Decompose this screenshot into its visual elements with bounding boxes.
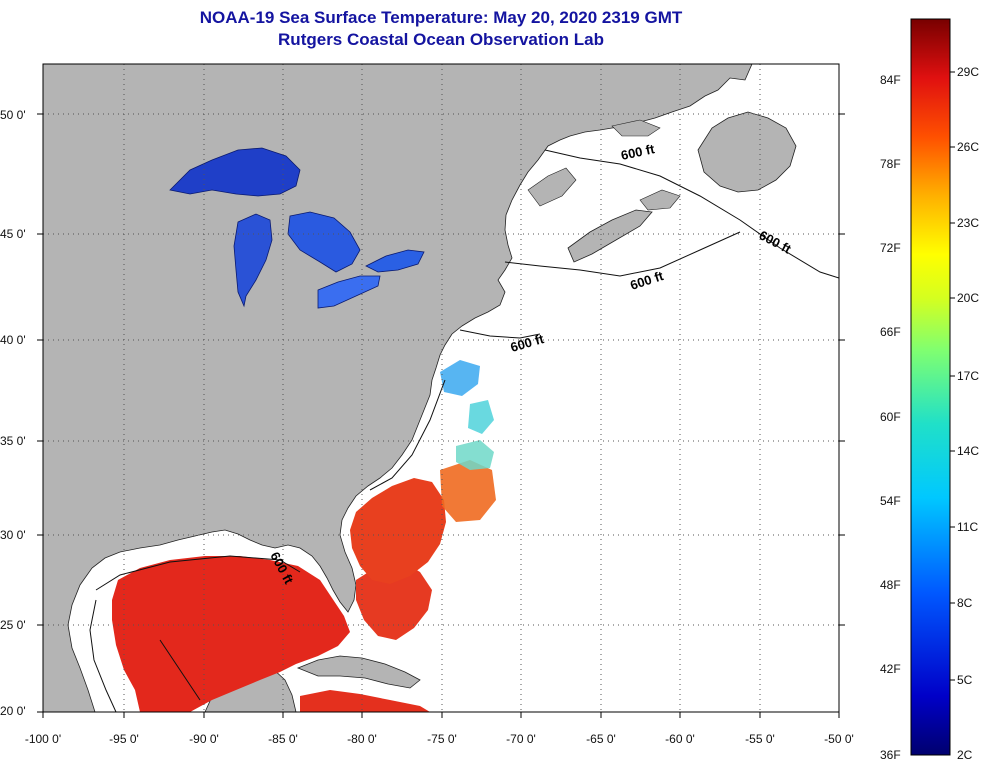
graticule bbox=[43, 64, 839, 712]
lat-label-50: 50 0' bbox=[0, 108, 26, 122]
lat-label-30: 30 0' bbox=[0, 528, 26, 542]
anticosti-land bbox=[611, 119, 661, 137]
north-america-land bbox=[43, 64, 753, 712]
colorbar bbox=[910, 18, 951, 756]
quebec-shore-land bbox=[527, 167, 577, 207]
colorbar-c-label-5: 5C bbox=[957, 673, 973, 687]
offshore-sst-cool bbox=[456, 440, 494, 470]
colorbar-f-label-84: 84F bbox=[880, 73, 901, 87]
colorbar-f-label-42: 42F bbox=[880, 662, 901, 676]
lon-label-100: -100 0' bbox=[24, 732, 62, 746]
lon-label-85: -85 0' bbox=[268, 732, 298, 746]
gulf-of-mexico-sst bbox=[112, 556, 350, 712]
colorbar-f-label-66: 66F bbox=[880, 325, 901, 339]
colorbar-f-label-72: 72F bbox=[880, 241, 901, 255]
colorbar-c-label-29: 29C bbox=[957, 65, 980, 79]
cuba-land bbox=[296, 655, 421, 689]
colorbar-ticks bbox=[950, 71, 955, 681]
isobath-contours bbox=[89, 149, 839, 712]
lon-label-80: -80 0' bbox=[347, 732, 377, 746]
colorbar-c-label-17: 17C bbox=[957, 369, 980, 383]
axis-ticks bbox=[37, 113, 845, 718]
lon-label-50: -50 0' bbox=[824, 732, 854, 746]
great-lakes bbox=[169, 147, 425, 309]
lon-label-95: -95 0' bbox=[109, 732, 139, 746]
nova-scotia-land bbox=[567, 209, 653, 263]
lon-label-90: -90 0' bbox=[189, 732, 219, 746]
isobath-label-1: 600 ft bbox=[620, 141, 657, 163]
lon-label-75: -75 0' bbox=[427, 732, 457, 746]
mid-atlantic-sst-2 bbox=[468, 400, 494, 434]
colorbar-f-label-48: 48F bbox=[880, 578, 901, 592]
colorbar-c-label-23: 23C bbox=[957, 216, 980, 230]
lat-label-45: 45 0' bbox=[0, 227, 26, 241]
colorbar-c-label-20: 20C bbox=[957, 291, 980, 305]
lon-label-55: -55 0' bbox=[745, 732, 775, 746]
lon-label-70: -70 0' bbox=[506, 732, 536, 746]
colorbar-c-label-11: 11C bbox=[957, 520, 979, 534]
colorbar-f-label-60: 60F bbox=[880, 410, 901, 424]
colorbar-f-label-78: 78F bbox=[880, 157, 901, 171]
gulf-stream-sst bbox=[350, 478, 446, 584]
colorbar-c-label-2: 2C bbox=[957, 748, 973, 762]
colorbar-c-label-14: 14C bbox=[957, 444, 980, 458]
colorbar-f-label-54: 54F bbox=[880, 494, 901, 508]
lat-label-25: 25 0' bbox=[0, 618, 26, 632]
newfoundland-land bbox=[697, 111, 797, 193]
colorbar-f-label-36: 36F bbox=[880, 748, 901, 762]
caribbean-sst bbox=[300, 690, 430, 712]
colorbar-c-label-8: 8C bbox=[957, 596, 973, 610]
cape-breton-land bbox=[639, 189, 681, 211]
lon-label-60: -60 0' bbox=[665, 732, 695, 746]
lat-label-35: 35 0' bbox=[0, 434, 26, 448]
map-title: NOAA-19 Sea Surface Temperature: May 20,… bbox=[199, 8, 683, 27]
lat-label-40: 40 0' bbox=[0, 333, 26, 347]
lat-label-20: 20 0' bbox=[0, 704, 26, 718]
offshore-sst-patch bbox=[440, 460, 496, 522]
mid-atlantic-sst bbox=[440, 360, 480, 396]
map-subtitle: Rutgers Coastal Ocean Observation Lab bbox=[278, 30, 604, 49]
lon-label-65: -65 0' bbox=[586, 732, 616, 746]
colorbar-c-label-26: 26C bbox=[957, 140, 980, 154]
